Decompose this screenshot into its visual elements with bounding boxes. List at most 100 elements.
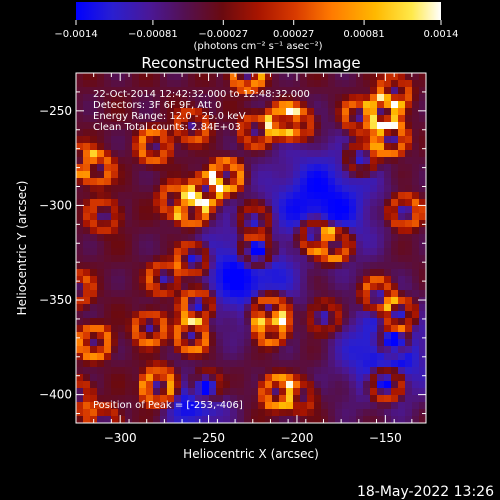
heatmap-cell bbox=[363, 332, 371, 340]
heatmap-cell bbox=[153, 108, 161, 116]
heatmap-cell bbox=[405, 311, 413, 319]
heatmap-cell bbox=[258, 157, 266, 165]
heatmap-cell bbox=[76, 122, 84, 130]
heatmap-cell bbox=[139, 416, 147, 423]
heatmap-cell bbox=[265, 290, 273, 298]
heatmap-cell bbox=[160, 234, 168, 242]
y-axis: −250−300−350−400 bbox=[39, 72, 426, 415]
heatmap-cell bbox=[328, 416, 336, 423]
heatmap-cell bbox=[370, 353, 378, 361]
heatmap-cell bbox=[335, 199, 343, 207]
heatmap-cell bbox=[328, 80, 336, 88]
heatmap-cell bbox=[370, 227, 378, 235]
heatmap-cell bbox=[104, 311, 112, 319]
heatmap-cell bbox=[293, 360, 301, 368]
heatmap-cell bbox=[237, 220, 245, 228]
heatmap-cell bbox=[293, 241, 301, 249]
heatmap-cell bbox=[328, 318, 336, 326]
heatmap-cell bbox=[118, 241, 126, 249]
heatmap-cell bbox=[307, 388, 315, 396]
heatmap-cell bbox=[314, 311, 322, 319]
heatmap-cell bbox=[160, 304, 168, 312]
heatmap-cell bbox=[83, 395, 91, 403]
heatmap-cell bbox=[300, 157, 308, 165]
heatmap-cell bbox=[118, 129, 126, 137]
heatmap-cell bbox=[160, 248, 168, 256]
heatmap-cell bbox=[160, 318, 168, 326]
heatmap-cell bbox=[314, 87, 322, 95]
heatmap-cell bbox=[153, 115, 161, 123]
heatmap-cell bbox=[202, 206, 210, 214]
heatmap-cell bbox=[377, 136, 385, 144]
heatmap-cell bbox=[321, 255, 329, 263]
heatmap-cell bbox=[370, 87, 378, 95]
heatmap-cell bbox=[328, 185, 336, 193]
heatmap-cell bbox=[90, 234, 98, 242]
heatmap-cell bbox=[272, 395, 280, 403]
heatmap-cell bbox=[167, 339, 175, 347]
heatmap-cell bbox=[104, 318, 112, 326]
heatmap-cell bbox=[307, 318, 315, 326]
heatmap-cell bbox=[160, 94, 168, 102]
heatmap-cell bbox=[167, 108, 175, 116]
heatmap-cell bbox=[111, 185, 119, 193]
heatmap-cell bbox=[384, 108, 392, 116]
heatmap-cell bbox=[160, 220, 168, 228]
heatmap-cell bbox=[321, 276, 329, 284]
heatmap-cell bbox=[300, 178, 308, 186]
heatmap-cell bbox=[314, 136, 322, 144]
heatmap-cell bbox=[286, 311, 294, 319]
heatmap-cell bbox=[314, 192, 322, 200]
heatmap-cell bbox=[356, 248, 364, 256]
heatmap-cell bbox=[125, 395, 133, 403]
heatmap-cell bbox=[223, 206, 231, 214]
heatmap-cell bbox=[153, 87, 161, 95]
heatmap-cell bbox=[384, 276, 392, 284]
heatmap-cell bbox=[160, 192, 168, 200]
heatmap-cell bbox=[370, 157, 378, 165]
heatmap-cell bbox=[335, 94, 343, 102]
heatmap-cell bbox=[251, 80, 259, 88]
heatmap-cell bbox=[209, 332, 217, 340]
heatmap-cell bbox=[279, 332, 287, 340]
heatmap-cell bbox=[132, 353, 140, 361]
heatmap-cell bbox=[174, 409, 182, 417]
heatmap-cell bbox=[265, 269, 273, 277]
heatmap-cell bbox=[188, 171, 196, 179]
heatmap-cell bbox=[363, 395, 371, 403]
heatmap-cell bbox=[321, 136, 329, 144]
heatmap-cell bbox=[76, 136, 84, 144]
heatmap-cell bbox=[335, 318, 343, 326]
heatmap-cell bbox=[300, 409, 308, 417]
heatmap-cell bbox=[104, 290, 112, 298]
heatmap-cell bbox=[363, 185, 371, 193]
heatmap-cell bbox=[195, 248, 203, 256]
heatmap-cell bbox=[328, 395, 336, 403]
heatmap-cell bbox=[202, 332, 210, 340]
heatmap-cell bbox=[251, 353, 259, 361]
heatmap-cell bbox=[314, 73, 322, 81]
heatmap-cell bbox=[167, 388, 175, 396]
heatmap-cell bbox=[293, 143, 301, 151]
heatmap-cell bbox=[356, 269, 364, 277]
heatmap-cell bbox=[188, 234, 196, 242]
heatmap-cell bbox=[139, 80, 147, 88]
heatmap-cell bbox=[230, 220, 238, 228]
heatmap-cell bbox=[377, 227, 385, 235]
heatmap-cell bbox=[391, 213, 399, 221]
heatmap-cell bbox=[391, 276, 399, 284]
heatmap-cell bbox=[146, 283, 154, 291]
heatmap-cell bbox=[230, 402, 238, 410]
heatmap-cell bbox=[90, 381, 98, 389]
heatmap-cell bbox=[181, 80, 189, 88]
heatmap-cell bbox=[216, 311, 224, 319]
heatmap-cell bbox=[398, 304, 406, 312]
heatmap-cell bbox=[97, 339, 105, 347]
heatmap-cell bbox=[174, 374, 182, 382]
heatmap-cell bbox=[251, 227, 259, 235]
heatmap-cell bbox=[146, 178, 154, 186]
heatmap-cell bbox=[160, 388, 168, 396]
heatmap-cell bbox=[398, 402, 406, 410]
heatmap-cell bbox=[202, 325, 210, 333]
heatmap-cell bbox=[321, 290, 329, 298]
